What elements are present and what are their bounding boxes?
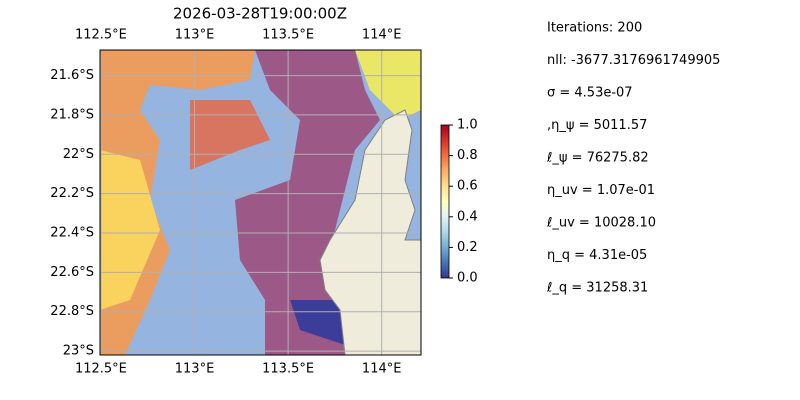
lat-tick-label: 21.8°S [50, 107, 94, 122]
colorbar-tick-label: 0.0 [457, 271, 478, 286]
map-frame [99, 49, 422, 356]
lat-tick-label: 21.6°S [50, 68, 94, 83]
colorbar-tick-label: 0.4 [457, 209, 478, 224]
lon-tick-label-top: 114°E [362, 28, 402, 43]
info-line: Iterations: 200 [547, 21, 642, 36]
map-field [100, 50, 421, 355]
colorbar-tick-label: 0.2 [457, 240, 478, 255]
info-line: ℓ_ψ = 76275.82 [546, 151, 649, 166]
colorbar-tick-label: 1.0 [457, 118, 478, 133]
colorbar-tick-label: 0.8 [457, 148, 478, 163]
info-line: σ = 4.53e-07 [547, 86, 633, 101]
info-line: η_uv = 1.07e-01 [547, 183, 655, 198]
lon-tick-label-bottom: 112.5°E [75, 362, 127, 377]
lat-tick-label: 23°S [63, 344, 94, 359]
info-line: ℓ_uv = 10028.10 [546, 216, 656, 231]
info-line: η_q = 4.31e-05 [547, 248, 647, 263]
lon-tick-label-top: 112.5°E [75, 28, 127, 43]
lat-tick-label: 22.4°S [50, 226, 94, 241]
colorbar-tick-label: 0.6 [457, 179, 478, 194]
info-line: nll: -3677.3176961749905 [547, 53, 720, 68]
lon-tick-label-bottom: 113°E [175, 362, 215, 377]
graticule [100, 50, 421, 355]
lat-tick-label: 22.6°S [50, 265, 94, 280]
lat-tick-label: 22.8°S [50, 304, 94, 319]
lon-tick-label-top: 113°E [175, 28, 215, 43]
info-line: ℓ_q = 31258.31 [546, 281, 648, 296]
title: 2026-03-28T19:00:00Z [173, 5, 347, 23]
colorbar [440, 124, 450, 279]
lat-tick-label: 22.2°S [50, 186, 94, 201]
info-line: ,η_ψ = 5011.57 [547, 118, 647, 133]
lon-tick-label-top: 113.5°E [262, 28, 314, 43]
lon-tick-label-bottom: 113.5°E [262, 362, 314, 377]
lon-tick-label-bottom: 114°E [362, 362, 402, 377]
lat-tick-label: 22°S [63, 147, 94, 162]
